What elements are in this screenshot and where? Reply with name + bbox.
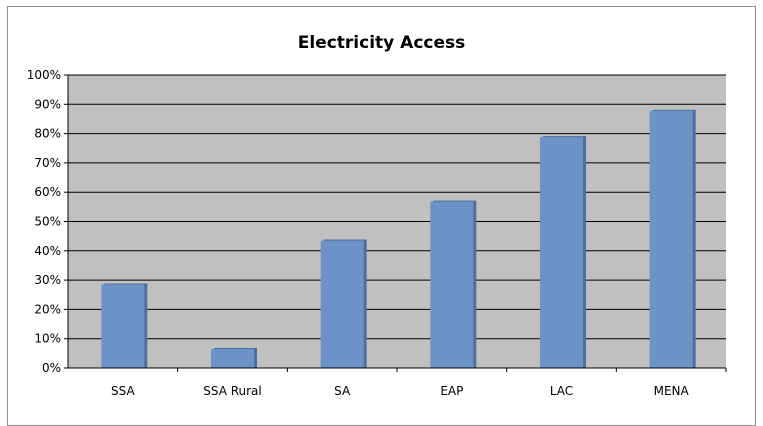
y-tick-label: 10%: [34, 332, 61, 346]
bar-lac: [540, 137, 583, 368]
y-tick-label: 60%: [34, 185, 61, 199]
y-tick-label: 50%: [34, 215, 61, 229]
gridlines: [68, 74, 726, 340]
y-tick-label: 20%: [34, 302, 61, 316]
x-tick-label: SA: [334, 384, 351, 398]
bar-eap: [430, 201, 474, 368]
y-tick-label: 40%: [34, 244, 61, 258]
bars: [101, 109, 696, 368]
x-axis-ticks: SSA SSA Rural SA EAP LAC MENA: [111, 368, 727, 398]
bar-sa: [320, 240, 364, 368]
y-tick-label: 80%: [34, 127, 61, 141]
x-tick-label: SSA Rural: [203, 384, 262, 398]
y-tick-label: 90%: [34, 97, 61, 111]
x-tick-label: MENA: [654, 384, 690, 398]
bar-ssa: [101, 284, 145, 368]
y-tick-label: 100%: [27, 68, 61, 82]
bar-mena: [649, 110, 693, 368]
y-tick-label: 30%: [34, 273, 61, 287]
x-tick-label: SSA: [111, 384, 135, 398]
bar-ssa-rural: [211, 348, 254, 368]
chart-title: Electricity Access: [297, 33, 466, 53]
y-tick-label: 0%: [42, 361, 61, 375]
x-tick-label: LAC: [550, 384, 573, 398]
y-axis-ticks: 0% 10% 20% 30% 40% 50% 60% 70% 80% 90% 100%: [27, 68, 68, 375]
y-tick-label: 70%: [34, 156, 61, 170]
x-tick-label: EAP: [440, 384, 463, 398]
